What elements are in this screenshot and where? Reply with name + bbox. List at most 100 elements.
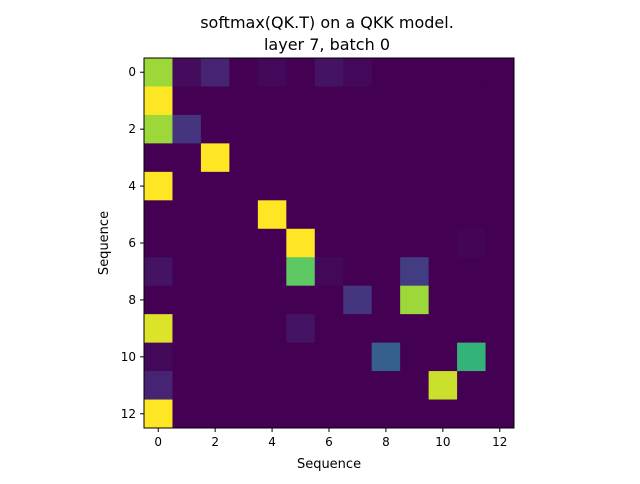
y-tick-label: 0 <box>128 65 136 79</box>
heatmap-cell <box>371 314 401 344</box>
heatmap-cell <box>428 228 458 258</box>
heatmap-cell <box>371 86 401 116</box>
heatmap-cell <box>314 342 344 372</box>
heatmap-cell <box>286 171 316 201</box>
heatmap-cell <box>371 58 401 87</box>
heatmap-cell <box>172 86 202 116</box>
heatmap-cell <box>229 257 259 287</box>
heatmap-cell <box>172 314 202 344</box>
heatmap-cell <box>457 399 487 429</box>
heatmap-cell <box>485 58 515 87</box>
heatmap-cell <box>428 114 458 144</box>
heatmap-cell <box>314 58 344 87</box>
heatmap-cell <box>457 171 487 201</box>
heatmap-cell <box>200 285 230 315</box>
heatmap-cell <box>200 257 230 287</box>
heatmap-cell <box>314 285 344 315</box>
x-tick-label: 2 <box>211 435 219 449</box>
heatmap-cell <box>343 58 373 87</box>
heatmap-cell <box>371 143 401 173</box>
heatmap-cell <box>229 86 259 116</box>
heatmap-cell <box>400 58 430 87</box>
heatmap-cell <box>200 371 230 401</box>
heatmap-cell <box>229 171 259 201</box>
heatmap-cell <box>428 200 458 230</box>
heatmap-cell <box>144 399 173 429</box>
heatmap-cell <box>457 314 487 344</box>
heatmap-cell <box>457 228 487 258</box>
heatmap-cell <box>144 200 173 230</box>
heatmap-cell <box>200 342 230 372</box>
chart-title-line-1: softmax(QK.T) on a QKK model. <box>200 13 454 32</box>
heatmap-cell <box>229 58 259 87</box>
heatmap-cell <box>485 285 515 315</box>
heatmap-cell <box>400 200 430 230</box>
heatmap-cell <box>200 314 230 344</box>
heatmap-cell <box>314 314 344 344</box>
y-axis-ticks: 0 2 4 6 8 10 12 <box>121 65 144 421</box>
heatmap-cell <box>343 257 373 287</box>
heatmap-cell <box>144 257 173 287</box>
heatmap-cell <box>428 314 458 344</box>
y-tick-label: 4 <box>128 179 136 193</box>
heatmap-cell <box>371 399 401 429</box>
heatmap-cell <box>200 114 230 144</box>
heatmap-cell <box>400 143 430 173</box>
heatmap-cell <box>400 114 430 144</box>
heatmap-cell <box>229 143 259 173</box>
heatmap-cell <box>286 342 316 372</box>
heatmap-cell <box>229 342 259 372</box>
heatmap-cell <box>314 143 344 173</box>
heatmap-cell <box>200 228 230 258</box>
heatmap-cell <box>343 342 373 372</box>
heatmap-cell <box>371 371 401 401</box>
heatmap-cell <box>200 143 230 173</box>
heatmap-cell <box>229 200 259 230</box>
heatmap-cell <box>200 171 230 201</box>
x-axis-ticks: 0 2 4 6 8 10 12 <box>154 428 507 449</box>
y-tick-label: 2 <box>128 122 136 136</box>
heatmap-cell <box>144 114 173 144</box>
y-tick-label: 10 <box>121 350 136 364</box>
x-tick-label: 4 <box>268 435 276 449</box>
heatmap-cell <box>172 200 202 230</box>
heatmap-cell <box>257 86 287 116</box>
heatmap-cell <box>400 371 430 401</box>
heatmap-cell <box>457 342 487 372</box>
heatmap-cell <box>257 399 287 429</box>
heatmap-cell <box>485 228 515 258</box>
heatmap-cell <box>485 342 515 372</box>
heatmap-cell <box>257 200 287 230</box>
heatmap-cell <box>343 399 373 429</box>
heatmap-cell <box>371 114 401 144</box>
x-tick-label: 6 <box>325 435 333 449</box>
heatmap-cell <box>400 257 430 287</box>
heatmap-cell <box>428 86 458 116</box>
x-tick-label: 0 <box>154 435 162 449</box>
heatmap-cell <box>286 200 316 230</box>
heatmap-cell <box>314 114 344 144</box>
heatmap-cell <box>371 257 401 287</box>
heatmap-cell <box>457 114 487 144</box>
heatmap-cell <box>428 58 458 87</box>
heatmap-cell <box>400 228 430 258</box>
heatmap-cell <box>343 371 373 401</box>
heatmap-cell <box>172 342 202 372</box>
heatmap-cell <box>200 58 230 87</box>
y-tick-label: 8 <box>128 293 136 307</box>
heatmap-cell <box>428 171 458 201</box>
heatmap-cell <box>457 371 487 401</box>
heatmap-cell <box>371 228 401 258</box>
heatmap-cell <box>343 86 373 116</box>
heatmap-cell <box>257 228 287 258</box>
heatmap-cell <box>485 114 515 144</box>
heatmap-cell <box>400 314 430 344</box>
heatmap-cell <box>314 371 344 401</box>
heatmap-cell <box>343 285 373 315</box>
heatmap-cell <box>428 342 458 372</box>
heatmap-cell <box>400 399 430 429</box>
heatmap-cell <box>172 371 202 401</box>
heatmap-cell <box>144 228 173 258</box>
x-tick-label: 8 <box>382 435 390 449</box>
